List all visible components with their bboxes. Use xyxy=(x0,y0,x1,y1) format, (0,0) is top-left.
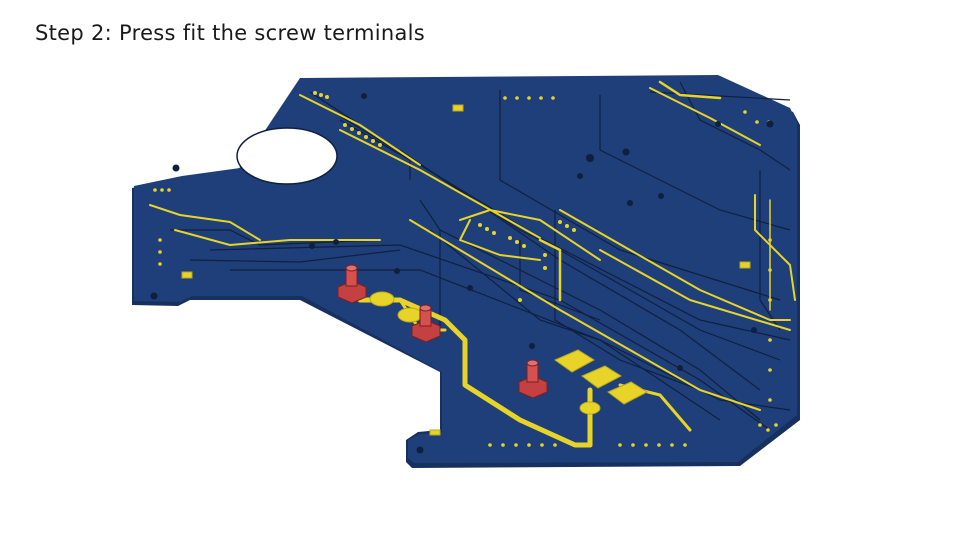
mounting-holes xyxy=(150,93,774,454)
slide-title: Step 2: Press fit the screw terminals xyxy=(35,21,426,45)
board-cutout-hole xyxy=(236,127,338,185)
screw-terminal-1 xyxy=(337,264,367,304)
screw-terminal-2 xyxy=(411,304,441,343)
vias xyxy=(153,91,778,447)
copper-pads xyxy=(181,104,751,436)
screw-terminal-3 xyxy=(518,359,548,399)
copper-traces xyxy=(149,80,796,448)
